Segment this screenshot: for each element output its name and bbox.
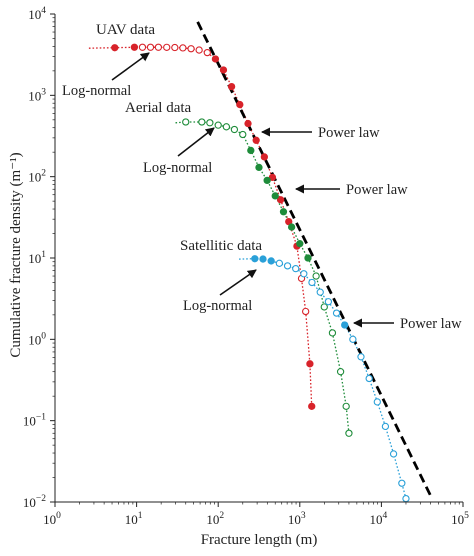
data-point-series-1 <box>214 121 222 129</box>
data-point-series-0 <box>195 46 203 54</box>
data-point-series-1 <box>263 176 271 185</box>
data-points <box>111 43 410 503</box>
data-point-series-2 <box>398 479 406 487</box>
data-point-series-2 <box>300 270 308 278</box>
data-point-series-2 <box>324 298 333 306</box>
label-power-law-1: Power law <box>318 125 380 141</box>
data-point-series-1 <box>312 272 320 280</box>
data-point-series-1 <box>198 118 206 126</box>
data-point-series-0 <box>306 360 314 368</box>
data-point-series-0 <box>138 43 147 51</box>
data-point-series-1 <box>239 130 247 139</box>
data-point-series-0 <box>236 100 244 109</box>
data-point-series-0 <box>219 66 228 74</box>
data-point-series-0 <box>227 82 236 91</box>
data-point-series-1 <box>296 240 304 248</box>
label-log-normal-satellitic: Log-normal <box>183 298 252 314</box>
label-power-law-3: Power law <box>400 316 462 332</box>
data-point-series-0 <box>244 119 252 128</box>
data-point-series-0 <box>308 402 316 410</box>
data-point-series-2 <box>275 259 284 267</box>
y-tick-label: 102 <box>28 169 46 185</box>
data-point-series-1 <box>336 368 345 376</box>
data-point-series-0 <box>276 196 285 204</box>
data-point-series-0 <box>130 43 139 51</box>
data-point-series-2 <box>365 374 373 383</box>
y-tick-label: 104 <box>28 6 46 22</box>
data-point-series-0 <box>187 45 195 53</box>
data-point-series-2 <box>332 309 341 317</box>
data-point-series-0 <box>154 43 163 51</box>
data-point-series-1 <box>342 402 350 410</box>
data-point-series-0 <box>252 136 260 144</box>
data-point-series-1 <box>328 329 337 337</box>
data-point-series-0 <box>203 48 211 57</box>
data-point-series-1 <box>287 223 296 231</box>
data-point-series-2 <box>283 262 292 270</box>
data-point-series-2 <box>316 288 324 296</box>
data-point-series-1 <box>255 163 263 172</box>
data-point-series-0 <box>146 43 155 51</box>
label-aerial-data: Aerial data <box>125 100 192 116</box>
x-tick-label: 101 <box>125 511 143 527</box>
y-tick-label: 101 <box>28 250 46 266</box>
data-point-series-0 <box>163 43 171 52</box>
x-tick-label: 104 <box>370 511 388 527</box>
data-point-series-0 <box>302 307 310 316</box>
data-point-series-0 <box>268 173 277 182</box>
data-point-series-2 <box>267 257 275 265</box>
data-point-series-2 <box>381 422 390 431</box>
data-point-series-2 <box>389 450 398 458</box>
power-law-line <box>196 21 432 497</box>
label-power-law-2: Power law <box>346 182 408 198</box>
x-axis-title: Fracture length (m) <box>201 532 318 548</box>
x-tick-label: 102 <box>206 511 224 527</box>
y-tick-label: 103 <box>28 87 46 103</box>
x-tick-label: 100 <box>43 511 61 527</box>
data-point-series-1 <box>247 146 255 155</box>
label-log-normal-aerial: Log-normal <box>143 160 212 176</box>
data-point-series-1 <box>279 208 288 216</box>
data-point-series-0 <box>171 43 179 52</box>
data-point-series-0 <box>260 153 269 161</box>
data-point-series-1 <box>304 254 312 262</box>
y-tick-label: 10−1 <box>23 413 46 429</box>
data-point-series-0 <box>285 217 293 226</box>
fit-curve-0 <box>88 46 313 407</box>
label-log-normal-uav: Log-normal <box>62 83 131 99</box>
data-point-series-2 <box>308 278 316 287</box>
data-point-series-2 <box>373 398 381 406</box>
y-axis-title: Cumulative fracture density (m⁻¹) <box>8 152 24 357</box>
data-point-series-2 <box>357 353 365 361</box>
data-point-series-2 <box>341 321 349 329</box>
data-point-series-2 <box>259 255 267 263</box>
data-point-series-2 <box>402 494 410 503</box>
data-point-series-2 <box>292 264 300 273</box>
x-tick-label: 105 <box>451 511 469 527</box>
data-point-series-1 <box>345 429 353 437</box>
data-point-series-1 <box>320 303 328 311</box>
y-tick-label: 10−2 <box>23 494 46 510</box>
data-point-series-1 <box>271 192 279 200</box>
label-satellitic-data: Satellitic data <box>180 238 262 254</box>
arrow-log-normal-uav <box>111 52 150 81</box>
label-uav-data: UAV data <box>96 22 155 38</box>
data-point-series-1 <box>222 123 231 131</box>
data-point-series-0 <box>179 44 187 52</box>
data-point-series-1 <box>206 119 214 127</box>
data-point-series-1 <box>230 125 239 134</box>
data-point-series-2 <box>251 255 259 263</box>
y-tick-label: 100 <box>28 331 46 347</box>
data-point-series-0 <box>111 44 119 52</box>
fit-curve-1 <box>175 121 350 434</box>
arrow-log-normal-aerial <box>177 127 215 157</box>
axes: 100 101 102 103 104 105 10−2 10−1 100 101 102 103 10… <box>23 6 469 527</box>
data-point-series-1 <box>182 118 190 126</box>
x-tick-label: 103 <box>288 511 306 527</box>
data-point-series-0 <box>211 55 220 63</box>
data-point-series-2 <box>349 335 357 343</box>
arrow-log-normal-satellitic <box>219 269 257 296</box>
